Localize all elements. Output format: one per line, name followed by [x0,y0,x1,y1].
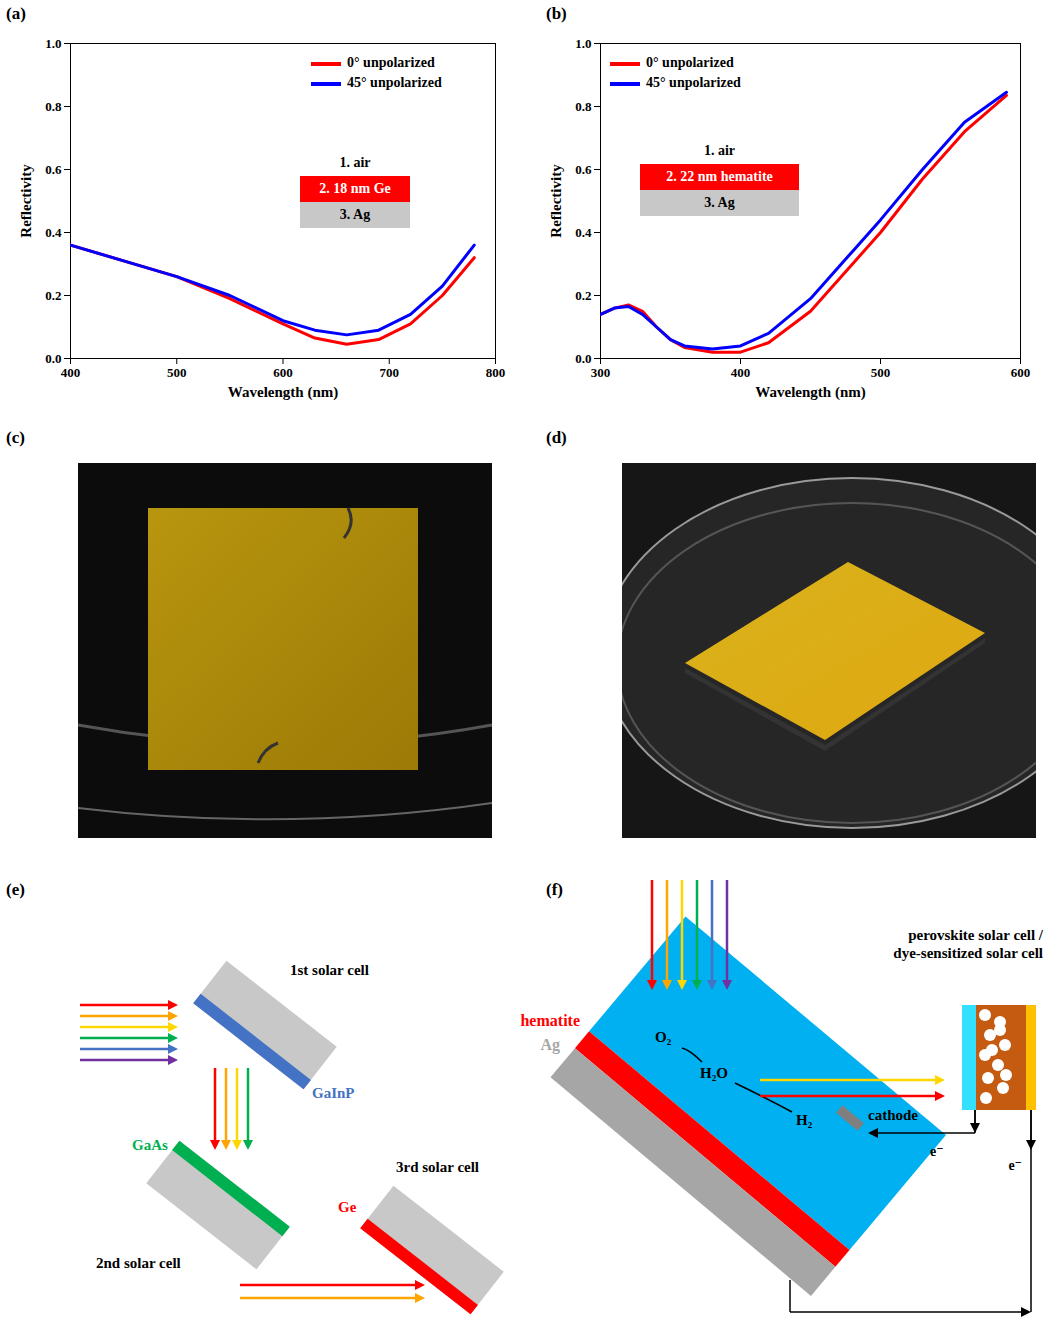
svg-text:700: 700 [380,365,400,380]
html-text:0° unpolarized: 0° unpolarized [646,55,734,70]
html-text:(f): (f) [546,880,563,899]
svg-text:600: 600 [273,365,293,380]
svg-text:0.6: 0.6 [45,162,62,177]
svg-text:cathode: cathode [868,1107,918,1123]
html-text:(d): (d) [546,428,567,447]
svg-text:e⁻: e⁻ [930,1144,944,1159]
svg-text:500: 500 [167,365,187,380]
svg-text:800: 800 [486,365,506,380]
svg-text:3rd solar cell: 3rd solar cell [396,1159,479,1175]
svg-text:Wavelength (nm): Wavelength (nm) [755,384,865,401]
html-text:(e): (e) [6,880,25,899]
svg-text:400: 400 [61,365,81,380]
svg-text:Wavelength (nm): Wavelength (nm) [228,384,338,401]
html-text:2. 18 nm Ge: 2. 18 nm Ge [319,181,391,196]
svg-text:400: 400 [731,365,751,380]
svg-text:0.0: 0.0 [45,351,61,366]
svg-text:0.8: 0.8 [45,99,62,114]
svg-text:0.2: 0.2 [45,288,61,303]
svg-text:Ag: Ag [540,1036,560,1054]
svg-text:1.0: 1.0 [575,36,591,51]
svg-text:perovskite solar cell /: perovskite solar cell / [908,927,1044,943]
svg-text:dye-sensitized solar cell: dye-sensitized solar cell [893,945,1043,961]
html-text:(c): (c) [6,428,25,447]
html-text:0° unpolarized: 0° unpolarized [347,55,435,70]
svg-text:H₂O: H₂O [700,1065,728,1081]
svg-text:0.0: 0.0 [575,351,591,366]
svg-text:e⁻: e⁻ [1008,1158,1022,1173]
svg-text:0.8: 0.8 [575,99,592,114]
html-text:3. Ag: 3. Ag [704,195,735,210]
html-text:1. air: 1. air [703,143,735,158]
svg-text:1st solar cell: 1st solar cell [290,962,369,978]
html-text:45° unpolarized: 45° unpolarized [646,75,741,90]
svg-text:O₂: O₂ [655,1029,672,1045]
svg-text:Ge: Ge [338,1199,357,1215]
svg-text:0.4: 0.4 [575,225,592,240]
svg-text:2nd solar cell: 2nd solar cell [96,1255,181,1271]
svg-text:hematite: hematite [520,1012,580,1029]
svg-text:0.6: 0.6 [575,162,592,177]
svg-text:300: 300 [591,365,611,380]
svg-text:Reflectivity: Reflectivity [18,164,34,238]
svg-text:GaInP: GaInP [312,1085,355,1101]
html-text:45° unpolarized: 45° unpolarized [347,75,442,90]
svg-text:GaAs: GaAs [132,1137,168,1153]
html-text:1. air: 1. air [339,155,371,170]
svg-text:Reflectivity: Reflectivity [548,164,564,238]
svg-text:H₂: H₂ [796,1112,813,1128]
html-text:2. 22 nm hematite: 2. 22 nm hematite [666,169,773,184]
svg-text:0.4: 0.4 [45,225,62,240]
svg-text:600: 600 [1011,365,1031,380]
svg-text:1.0: 1.0 [45,36,61,51]
svg-text:0.2: 0.2 [575,288,591,303]
svg-text:500: 500 [871,365,891,380]
html-text:(a): (a) [6,4,26,23]
html-text:(b): (b) [546,4,567,23]
html-text:3. Ag: 3. Ag [339,207,371,222]
